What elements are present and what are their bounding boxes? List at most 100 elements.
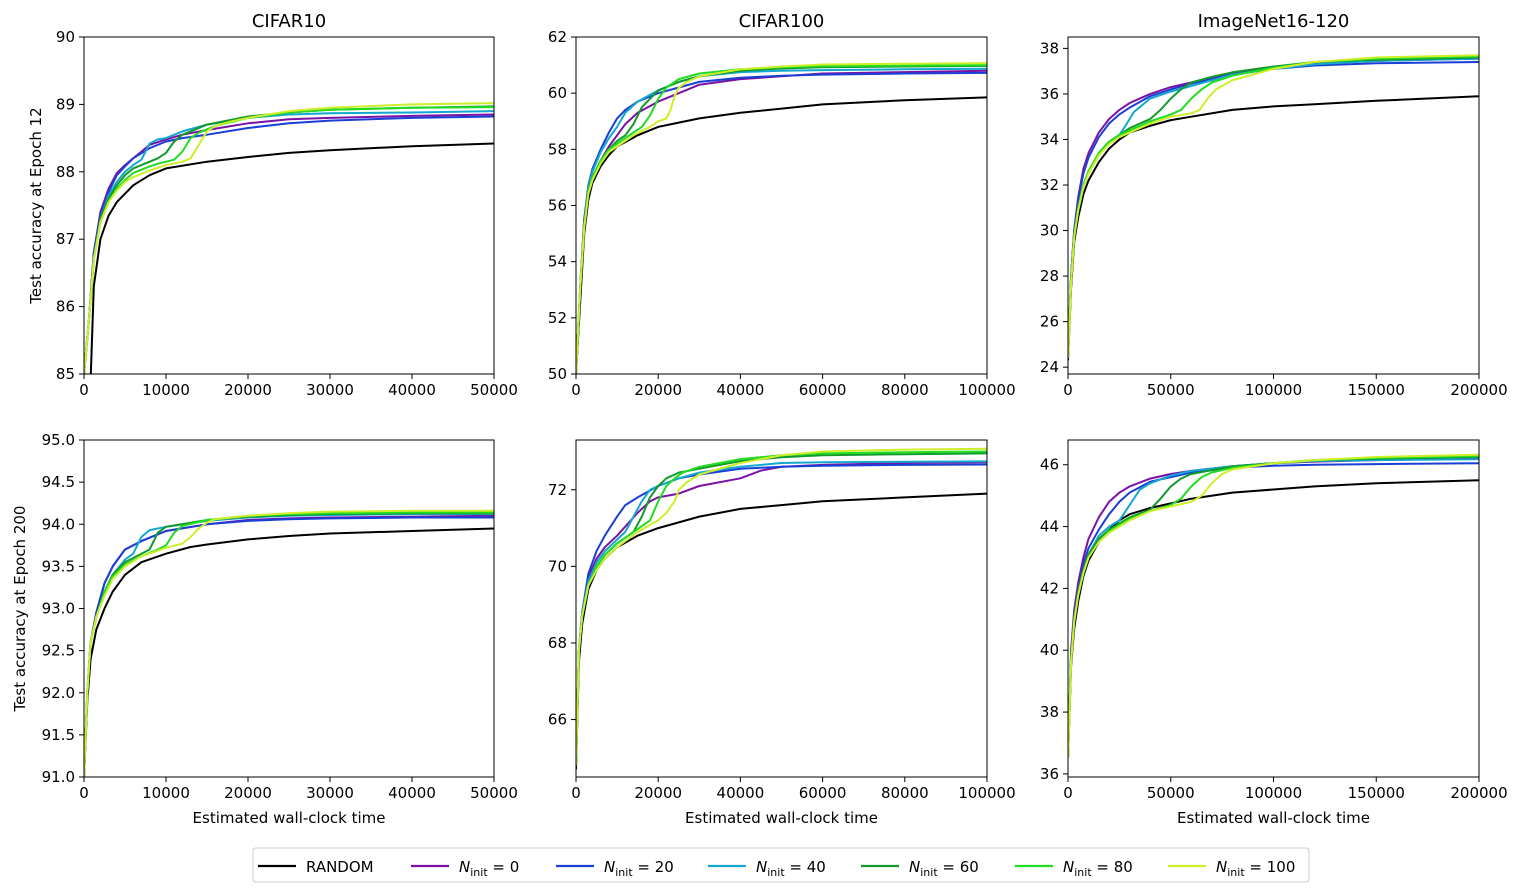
y-tick-label: 34 xyxy=(1040,130,1059,148)
chart-panel: 0 20000 40000 60000 80000 100000 66 68 70 72 Estim… xyxy=(548,439,1016,827)
x-tick-label: 100000 xyxy=(958,784,1015,802)
series-line xyxy=(84,516,494,777)
series-group xyxy=(84,509,494,777)
x-tick-label: 50000 xyxy=(470,784,518,802)
series-line xyxy=(84,509,494,777)
x-tick-label: 150000 xyxy=(1348,784,1405,802)
axes-frame xyxy=(83,36,495,375)
x-tick-label: 100000 xyxy=(1245,381,1302,399)
y-tick-label: 24 xyxy=(1040,358,1059,376)
y-tick-label: 91.0 xyxy=(42,768,75,786)
y-tick-label: 58 xyxy=(548,140,567,158)
y-tick-label: 66 xyxy=(548,711,567,729)
series-line xyxy=(84,527,494,777)
x-axis-label: Estimated wall-clock time xyxy=(1177,809,1370,827)
y-tick-label: 38 xyxy=(1040,39,1059,57)
x-tick-label: 0 xyxy=(1063,784,1073,802)
series-line xyxy=(576,450,987,766)
series-group xyxy=(84,102,494,374)
legend-label: Ninit = 40 xyxy=(756,858,826,879)
y-tick-label: 36 xyxy=(1040,85,1059,103)
x-tick-label: 10000 xyxy=(142,784,190,802)
y-tick-label: 46 xyxy=(1040,456,1059,474)
legend-label: Ninit = 100 xyxy=(1216,858,1295,879)
series-line xyxy=(576,447,987,766)
x-axis-label: Estimated wall-clock time xyxy=(193,809,386,827)
y-tick-label: 92.5 xyxy=(42,642,75,660)
chart-title: ImageNet16-120 xyxy=(1198,11,1350,32)
y-tick-label: 94.5 xyxy=(42,473,75,491)
y-tick-label: 56 xyxy=(548,197,567,215)
axes-frame xyxy=(575,36,988,375)
y-tick-label: 36 xyxy=(1040,765,1059,783)
series-line xyxy=(1068,462,1479,759)
y-tick-label: 50 xyxy=(548,365,567,383)
x-tick-label: 0 xyxy=(571,381,581,399)
series-line xyxy=(576,452,987,766)
x-tick-label: 0 xyxy=(79,381,89,399)
y-tick-label: 60 xyxy=(548,84,567,102)
y-tick-label: 72 xyxy=(548,481,567,499)
x-tick-label: 0 xyxy=(79,784,89,802)
x-tick-label: 20000 xyxy=(224,381,272,399)
x-tick-label: 40000 xyxy=(388,784,436,802)
series-line xyxy=(84,115,494,374)
series-group xyxy=(1068,453,1479,759)
x-tick-label: 150000 xyxy=(1348,381,1405,399)
series-line xyxy=(84,512,494,777)
series-line xyxy=(1068,55,1479,356)
x-tick-label: 20000 xyxy=(634,381,682,399)
series-line xyxy=(1068,458,1479,759)
chart-panel: 0 50000 100000 150000 200000 24 26 28 30 32 34 36 38… xyxy=(1040,11,1508,399)
x-tick-label: 100000 xyxy=(1245,784,1302,802)
y-tick-label: 85 xyxy=(56,365,75,383)
y-tick-label: 94.0 xyxy=(42,515,75,533)
y-tick-label: 38 xyxy=(1040,703,1059,721)
series-line xyxy=(576,71,987,374)
x-tick-label: 80000 xyxy=(881,381,929,399)
x-tick-label: 60000 xyxy=(799,381,847,399)
y-tick-label: 42 xyxy=(1040,579,1059,597)
chart-panel: 0 50000 100000 150000 200000 36 38 40 42 44 46 Esti… xyxy=(1040,439,1508,827)
series-line xyxy=(576,463,987,766)
y-tick-label: 92.0 xyxy=(42,684,75,702)
x-tick-label: 30000 xyxy=(306,784,354,802)
y-tick-label: 91.5 xyxy=(42,726,75,744)
legend-frame xyxy=(252,847,1310,883)
series-line xyxy=(1068,57,1479,356)
series-line xyxy=(576,492,987,770)
series-group xyxy=(576,62,987,374)
x-tick-label: 0 xyxy=(571,784,581,802)
series-group xyxy=(1068,54,1479,361)
x-tick-label: 100000 xyxy=(958,381,1015,399)
y-tick-label: 86 xyxy=(56,298,75,316)
y-tick-label: 95.0 xyxy=(42,431,75,449)
series-line xyxy=(576,96,987,374)
y-tick-label: 28 xyxy=(1040,267,1059,285)
x-tick-label: 0 xyxy=(1063,381,1073,399)
series-line xyxy=(1068,453,1479,759)
legend-label: RANDOM xyxy=(306,858,374,876)
x-tick-label: 50000 xyxy=(1147,784,1195,802)
x-axis-label: Estimated wall-clock time xyxy=(685,809,878,827)
series-line xyxy=(84,110,494,374)
chart-panel: 0 10000 20000 30000 40000 50000 85 86 87 88 89 90 CI… xyxy=(27,11,518,399)
series-line xyxy=(1068,54,1479,359)
series-line xyxy=(1068,95,1479,361)
y-tick-label: 93.0 xyxy=(42,600,75,618)
series-line xyxy=(1068,456,1479,759)
y-tick-label: 87 xyxy=(56,230,75,248)
x-tick-label: 30000 xyxy=(306,381,354,399)
axes-frame xyxy=(83,439,495,778)
y-tick-label: 93.5 xyxy=(42,557,75,575)
axes-frame xyxy=(575,439,988,778)
x-tick-label: 200000 xyxy=(1450,381,1507,399)
y-axis-label: Test accuracy at Epoch 200 xyxy=(11,506,29,713)
x-tick-label: 10000 xyxy=(142,381,190,399)
legend-label: Ninit = 60 xyxy=(909,858,979,879)
x-tick-label: 40000 xyxy=(717,381,765,399)
series-line xyxy=(84,102,494,374)
y-tick-label: 30 xyxy=(1040,222,1059,240)
series-group xyxy=(576,447,987,770)
